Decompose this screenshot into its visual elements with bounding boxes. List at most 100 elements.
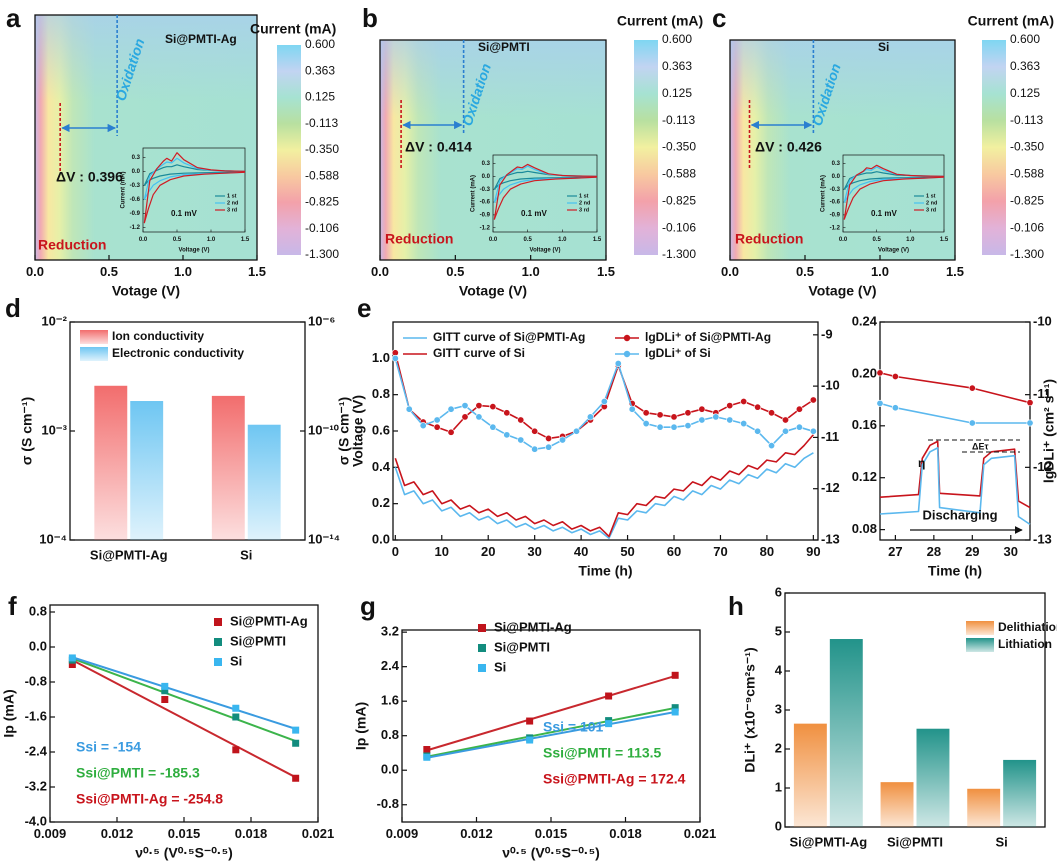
y-tick-label: 0.8: [372, 386, 390, 401]
series-marker: [754, 427, 762, 435]
colorbar-label: -0.106: [662, 220, 696, 234]
colorbar-label: -0.113: [662, 113, 695, 127]
x-tick-label: 0.012: [460, 826, 493, 841]
y-tick-label: 0.12: [852, 469, 877, 484]
x-axis-label: Votage (V): [112, 283, 180, 299]
legend-marker: [478, 644, 486, 652]
colorbar-label: 0.125: [662, 86, 692, 100]
colorbar-label: -0.588: [1010, 167, 1044, 181]
slope-label: Ssi = -154: [76, 739, 141, 755]
y-tick-label: 6: [775, 584, 782, 599]
series-marker: [684, 409, 692, 417]
legend-label: lgDLi⁺ of Si@PMTI-Ag: [645, 330, 771, 344]
x-tick-label: 0.5: [173, 237, 182, 243]
x-tick-label: 30: [1004, 544, 1018, 559]
point: [292, 739, 300, 747]
series-marker: [545, 443, 553, 451]
legend-marker: [214, 618, 222, 626]
colorbar: [277, 45, 301, 255]
legend-label: Si@PMTI: [230, 633, 286, 648]
legend-label: GITT curve of Si@PMTI-Ag: [433, 330, 585, 344]
panel-title: Si@PMTI-Ag: [165, 32, 237, 46]
legend-label: 3 rd: [579, 207, 589, 213]
y2-tick-label: 10⁻¹⁴: [308, 531, 340, 546]
series-marker: [586, 413, 594, 421]
series-marker: [1026, 399, 1034, 407]
x-tick-label: Si@PMTI-Ag: [90, 547, 168, 562]
legend-swatch: [966, 621, 994, 635]
inset-annotation: ΔEτ: [972, 441, 989, 451]
plot-frame: [729, 39, 956, 261]
y2-axis-label: σ (S cm⁻¹): [336, 397, 352, 465]
legend-swatch: [966, 638, 994, 652]
y-tick-label: 0.3: [132, 155, 141, 161]
x-tick-label: 20: [481, 544, 495, 559]
delta-label: ΔV : 0.414: [405, 139, 472, 155]
series-line: [493, 165, 598, 203]
x-tick-label: 0.021: [302, 826, 335, 841]
series-line: [879, 440, 1031, 509]
y-tick-label: -0.9: [480, 212, 491, 218]
x-tick-label: 0.0: [489, 237, 498, 243]
y-tick-label: -0.3: [130, 183, 141, 189]
slope-label: Ssi@PMTI = -185.3: [76, 765, 200, 781]
legend-label: GITT curve of Si: [433, 346, 525, 360]
x-tick-label: 1.0: [522, 264, 540, 279]
x-tick-label: 0.015: [168, 826, 201, 841]
legend-label: 3 rd: [926, 207, 936, 213]
point: [161, 696, 169, 703]
series-marker: [726, 416, 734, 424]
colorbar-label: 0.125: [1010, 86, 1040, 100]
series-marker: [891, 372, 899, 380]
legend-label: 3 rd: [227, 207, 237, 213]
y2-tick-label: -12: [821, 480, 840, 495]
y2-tick-label: 10⁻¹⁰: [308, 422, 340, 437]
point: [605, 692, 613, 700]
y-tick-label: -0.3: [480, 187, 491, 193]
y-tick-label: 10⁻⁴: [39, 531, 67, 546]
series-marker: [461, 402, 469, 410]
series-marker: [968, 384, 976, 392]
y-tick-label: 0.0: [29, 638, 47, 653]
series-line: [843, 171, 945, 190]
fit-line: [72, 656, 296, 730]
fit-line: [71, 659, 297, 779]
series-marker: [698, 416, 706, 424]
bar: [880, 782, 914, 827]
y-tick-label: 2: [775, 740, 782, 755]
legend-label: 2 nd: [926, 200, 937, 206]
inset-note: 0.1 mV: [521, 209, 547, 218]
legend-label: 2 nd: [579, 200, 590, 206]
x-tick-label: 0.0: [26, 264, 44, 279]
legend-marker: [478, 664, 486, 672]
x-tick-label: 0.5: [446, 264, 464, 279]
legend-marker: [214, 658, 222, 666]
y-tick-label: -2.4: [25, 743, 48, 758]
legend-label: Si: [494, 659, 506, 674]
y-axis-label: Current (mA): [821, 175, 827, 212]
reduction-label: Reduction: [735, 231, 803, 247]
series-marker: [656, 423, 664, 431]
inset-note: 0.1 mV: [871, 209, 897, 218]
x-tick-label: 0.018: [235, 826, 268, 841]
y-tick-label: 0.0: [832, 174, 841, 180]
y-tick-label: -4.0: [25, 813, 47, 828]
series-marker: [572, 427, 580, 435]
series-marker: [726, 402, 734, 410]
point: [292, 726, 300, 734]
x-tick-label: 0.0: [839, 237, 848, 243]
fit-line: [426, 706, 676, 758]
series-marker: [781, 427, 789, 435]
bar: [793, 723, 827, 827]
x-tick-label: 0.5: [100, 264, 118, 279]
series-line: [879, 402, 1030, 424]
y-axis-label: Ip (mA): [1, 689, 17, 737]
series-marker: [503, 409, 511, 417]
point: [526, 736, 534, 744]
series-marker: [531, 427, 539, 435]
slope-label: Ssi = 101: [543, 719, 604, 735]
y-tick-label: 5: [775, 623, 782, 638]
x-tick-label: Si@PMTI: [887, 834, 943, 849]
inset-annotation: Discharging: [922, 507, 997, 522]
bar: [916, 728, 950, 827]
